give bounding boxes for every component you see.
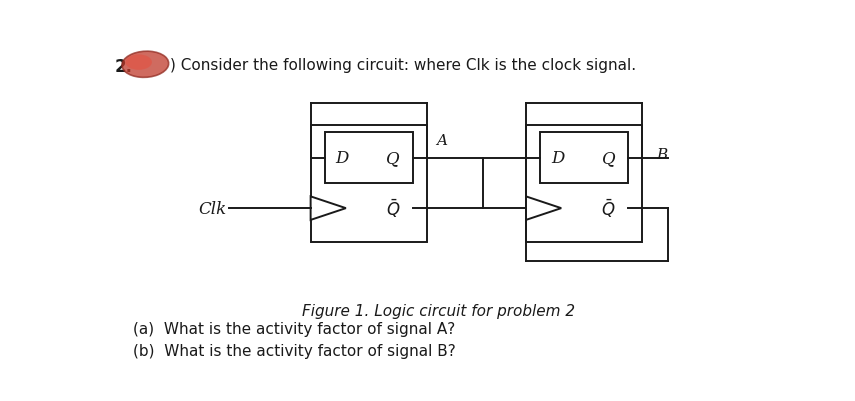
Text: D: D <box>551 150 564 167</box>
Text: $\bar{Q}$: $\bar{Q}$ <box>386 197 400 220</box>
Text: $\bar{Q}$: $\bar{Q}$ <box>601 197 616 220</box>
Text: Figure 1. Logic circuit for problem 2: Figure 1. Logic circuit for problem 2 <box>302 303 575 318</box>
Text: 2.: 2. <box>115 57 133 75</box>
Text: (a)  What is the activity factor of signal A?: (a) What is the activity factor of signa… <box>133 321 456 336</box>
Text: Q: Q <box>386 150 400 167</box>
Polygon shape <box>310 197 346 221</box>
Text: Clk: Clk <box>198 200 226 217</box>
Ellipse shape <box>122 52 168 78</box>
Polygon shape <box>526 197 561 221</box>
Text: D: D <box>335 150 349 167</box>
Text: (b)  What is the activity factor of signal B?: (b) What is the activity factor of signa… <box>133 343 456 358</box>
Text: Q: Q <box>602 150 616 167</box>
Text: B: B <box>657 148 668 162</box>
Ellipse shape <box>126 55 152 71</box>
Text: ) Consider the following circuit: where Clk is the clock signal.: ) Consider the following circuit: where … <box>170 57 636 72</box>
Text: A: A <box>436 134 446 147</box>
